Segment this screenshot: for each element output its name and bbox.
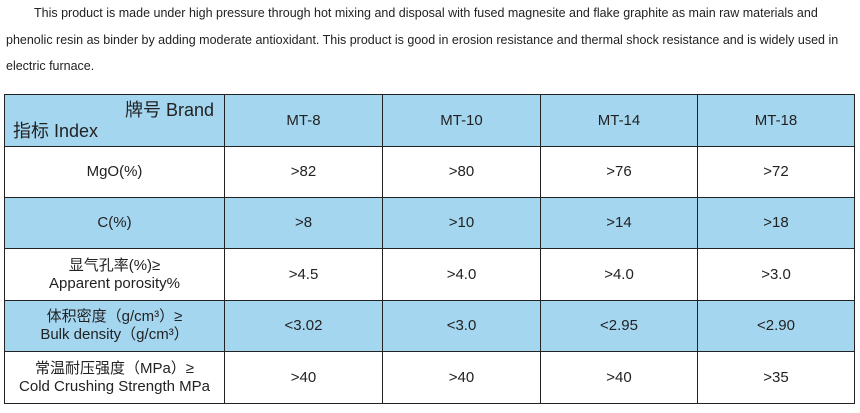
row-label: 体积密度（g/cm³）≥ Bulk density（g/cm³） — [4, 300, 225, 352]
brand-mt-14: MT-14 — [540, 94, 698, 147]
table-cell: >40 — [540, 351, 698, 404]
brand-header-label: 牌号 Brand — [124, 100, 214, 120]
row-label-cn: 显气孔率(%)≥ — [68, 256, 161, 274]
row-label: 显气孔率(%)≥ Apparent porosity% — [4, 248, 225, 301]
table-cell: <2.90 — [697, 300, 855, 352]
header-corner-cell: 牌号 Brand 指标 Index — [4, 94, 225, 147]
header-row: 牌号 Brand 指标 Index MT-8 MT-10 MT-14 MT-18 — [4, 94, 855, 147]
table-cell: >35 — [697, 351, 855, 404]
table-cell: >10 — [382, 197, 541, 249]
table-row: 常温耐压强度（MPa）≥ Cold Crushing Strength MPa … — [4, 351, 855, 404]
table-cell: >4.0 — [382, 248, 541, 301]
index-header-label: 指标 Index — [13, 121, 99, 141]
row-label: MgO(%) — [4, 146, 225, 198]
table-cell: >76 — [540, 146, 698, 198]
spec-table: 牌号 Brand 指标 Index MT-8 MT-10 MT-14 MT-18… — [4, 94, 855, 404]
table-cell: <2.95 — [540, 300, 698, 352]
table-row: MgO(%) >82 >80 >76 >72 — [4, 146, 855, 198]
table-cell: >18 — [697, 197, 855, 249]
table-cell: >3.0 — [697, 248, 855, 301]
row-label-en: C(%) — [97, 214, 132, 231]
product-description: This product is made under high pressure… — [6, 6, 839, 73]
table-cell: >40 — [224, 351, 383, 404]
table-cell: >8 — [224, 197, 383, 249]
row-label: C(%) — [4, 197, 225, 249]
table-cell: >72 — [697, 146, 855, 198]
brand-mt-10: MT-10 — [382, 94, 541, 147]
table-row: 体积密度（g/cm³）≥ Bulk density（g/cm³） <3.02 <… — [4, 300, 855, 352]
brand-mt-8: MT-8 — [224, 94, 383, 147]
table-cell: >4.0 — [540, 248, 698, 301]
table-row: 显气孔率(%)≥ Apparent porosity% >4.5 >4.0 >4… — [4, 248, 855, 301]
table-cell: >82 — [224, 146, 383, 198]
table-cell: <3.0 — [382, 300, 541, 352]
table-cell: >80 — [382, 146, 541, 198]
table-cell: <3.02 — [224, 300, 383, 352]
table-row: C(%) >8 >10 >14 >18 — [4, 197, 855, 249]
table-cell: >40 — [382, 351, 541, 404]
row-label-en: Cold Crushing Strength MPa — [19, 377, 210, 395]
brand-mt-18: MT-18 — [697, 94, 855, 147]
row-label: 常温耐压强度（MPa）≥ Cold Crushing Strength MPa — [4, 351, 225, 404]
table-cell: >14 — [540, 197, 698, 249]
row-label-en: MgO(%) — [86, 163, 143, 180]
row-label-cn: 常温耐压强度（MPa）≥ — [34, 359, 195, 377]
row-label-en: Apparent porosity% — [49, 274, 180, 292]
row-label-en: Bulk density（g/cm³） — [40, 326, 189, 343]
table-cell: >4.5 — [224, 248, 383, 301]
row-label-cn: 体积密度（g/cm³）≥ — [46, 308, 183, 325]
